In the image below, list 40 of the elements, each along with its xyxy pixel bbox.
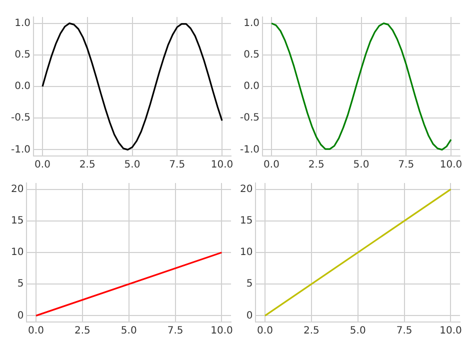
x-tick-label: 10.0 (210, 326, 233, 337)
y-tick-label: 15 (10, 216, 24, 227)
y-tick-label: 0.0 (244, 81, 260, 92)
y-tick-label: 5 (246, 278, 253, 290)
x-tick-label: 0.0 (264, 160, 280, 171)
y-tick-label: -1.0 (10, 144, 31, 156)
y-tick-label: 0.0 (14, 81, 31, 92)
y-tick-label: -0.5 (240, 112, 260, 124)
y-tick-label: 1.0 (244, 18, 260, 29)
y-tick-label: 1.0 (14, 18, 31, 29)
x-tick-label: 2.5 (79, 160, 96, 171)
y-tick-label: -1.0 (240, 144, 260, 156)
y-tick-label: 0.5 (14, 50, 31, 61)
x-tick-label: 10.0 (440, 326, 462, 337)
x-tick-label: 7.5 (396, 326, 412, 337)
x-tick-label: 0.0 (28, 326, 44, 337)
x-tick-label: 5.0 (350, 326, 366, 337)
x-tick-label: 2.5 (74, 326, 90, 337)
x-tick-label: 7.5 (167, 326, 184, 337)
x-tick-label: 5.0 (124, 160, 140, 171)
x-tick-label: 5.0 (353, 160, 370, 171)
x-tick-label: 0.0 (34, 160, 50, 171)
y-tick-label: 20 (10, 184, 24, 195)
y-tick-label: 0.5 (244, 50, 260, 61)
y-tick-label: 10 (240, 247, 253, 258)
y-tick-label: -0.5 (10, 112, 31, 124)
x-tick-label: 2.5 (303, 326, 320, 337)
x-tick-label: 7.5 (169, 160, 186, 171)
y-tick-label: 0 (246, 310, 253, 322)
y-tick-label: 0 (17, 310, 24, 322)
y-tick-label: 10 (10, 247, 24, 258)
x-tick-label: 10.0 (210, 160, 234, 171)
x-tick-label: 5.0 (120, 326, 137, 337)
y-tick-label: 5 (17, 278, 24, 290)
x-tick-label: 2.5 (308, 160, 324, 171)
y-tick-label: 15 (240, 216, 253, 227)
x-tick-label: 7.5 (398, 160, 414, 171)
x-tick-label: 0.0 (257, 326, 273, 337)
x-tick-label: 10.0 (440, 160, 462, 171)
y-tick-label: 20 (240, 184, 253, 195)
